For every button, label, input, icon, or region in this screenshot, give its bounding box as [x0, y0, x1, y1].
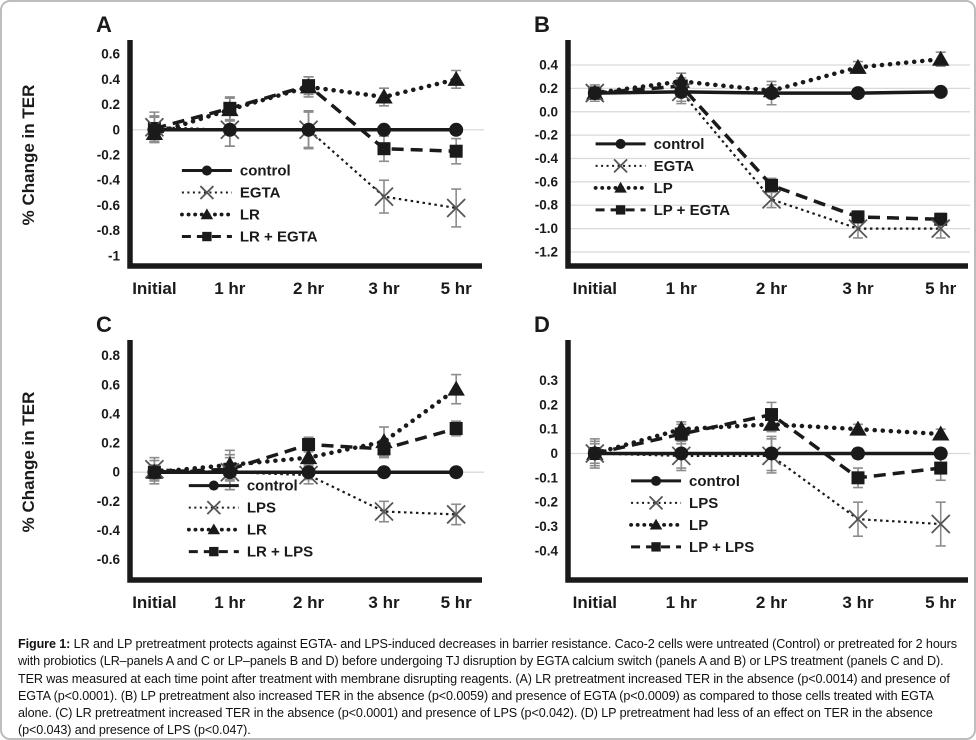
svg-text:-0.3: -0.3 — [535, 519, 559, 534]
svg-text:LP + LPS: LP + LPS — [689, 539, 754, 556]
svg-text:D: D — [534, 312, 550, 337]
svg-text:LP: LP — [654, 180, 673, 197]
svg-text:C: C — [96, 312, 112, 337]
svg-text:1 hr: 1 hr — [666, 279, 698, 298]
svg-text:LPS: LPS — [247, 500, 276, 517]
svg-text:3 hr: 3 hr — [842, 593, 874, 612]
panel-d-chart: D% Change in TER0.30.20.10-0.1-0.2-0.3-0… — [534, 312, 970, 612]
svg-text:control: control — [247, 478, 298, 495]
svg-text:-0.6: -0.6 — [535, 174, 559, 189]
svg-text:0.4: 0.4 — [539, 58, 558, 73]
svg-text:control: control — [689, 473, 740, 490]
svg-text:-0.2: -0.2 — [535, 495, 558, 510]
svg-text:EGTA: EGTA — [654, 158, 695, 175]
svg-text:3 hr: 3 hr — [368, 279, 400, 298]
svg-text:-0.4: -0.4 — [97, 173, 121, 188]
svg-text:-0.8: -0.8 — [97, 223, 121, 238]
svg-text:5 hr: 5 hr — [441, 279, 473, 298]
svg-text:-0.2: -0.2 — [97, 494, 120, 509]
svg-text:-0.1: -0.1 — [535, 470, 559, 485]
svg-text:0.6: 0.6 — [101, 47, 120, 62]
svg-text:0.8: 0.8 — [101, 348, 120, 363]
svg-text:LR + EGTA: LR + EGTA — [240, 229, 318, 246]
svg-text:LP: LP — [689, 517, 708, 534]
charts-grid: A % Change in TER 0.6 0.4 0.2 0 -0.2 -0.4 -0.6 -0… — [2, 2, 974, 632]
svg-text:0.2: 0.2 — [101, 97, 120, 112]
svg-text:0.6: 0.6 — [101, 377, 120, 392]
svg-text:Initial: Initial — [132, 279, 176, 298]
svg-text:% Change in TER: % Change in TER — [19, 392, 38, 533]
svg-text:1 hr: 1 hr — [666, 593, 698, 612]
svg-text:Initial: Initial — [132, 593, 176, 612]
svg-text:0.2: 0.2 — [539, 81, 558, 96]
svg-text:control: control — [240, 163, 291, 180]
svg-text:0: 0 — [112, 122, 120, 137]
svg-text:-0.2: -0.2 — [97, 148, 120, 163]
svg-text:EGTA: EGTA — [240, 185, 281, 202]
svg-text:0.3: 0.3 — [539, 373, 558, 388]
svg-text:0: 0 — [112, 465, 120, 480]
panel-a-chart: A % Change in TER 0.6 0.4 0.2 0 -0.2 -0.4 -0.6 -0… — [19, 12, 484, 298]
svg-text:-0.6: -0.6 — [97, 552, 121, 567]
svg-text:5 hr: 5 hr — [441, 593, 473, 612]
svg-text:-1.0: -1.0 — [535, 221, 558, 236]
svg-text:% Change in TER: % Change in TER — [19, 85, 38, 226]
panel-b-chart: B% Change in TER0.40.20.0-0.2-0.4-0.6-0.… — [534, 12, 970, 298]
svg-text:2 hr: 2 hr — [293, 593, 325, 612]
svg-text:Initial: Initial — [573, 279, 617, 298]
svg-text:-0.4: -0.4 — [97, 523, 121, 538]
svg-text:B: B — [534, 12, 550, 37]
svg-text:-1.2: -1.2 — [535, 244, 558, 259]
figure-caption: Figure 1: LR and LP pretreatment protect… — [2, 634, 974, 738]
caption-text: LR and LP pretreatment protects against … — [18, 637, 957, 738]
svg-text:-0.8: -0.8 — [535, 198, 559, 213]
svg-text:2 hr: 2 hr — [293, 279, 325, 298]
svg-text:control: control — [654, 136, 705, 153]
svg-text:LP + EGTA: LP + EGTA — [654, 202, 731, 219]
svg-text:LPS: LPS — [689, 495, 718, 512]
svg-text:-0.4: -0.4 — [535, 543, 559, 558]
svg-text:-0.6: -0.6 — [97, 198, 121, 213]
svg-text:5 hr: 5 hr — [925, 279, 957, 298]
svg-text:0.2: 0.2 — [101, 436, 120, 451]
svg-text:1 hr: 1 hr — [214, 279, 246, 298]
svg-text:3 hr: 3 hr — [842, 279, 874, 298]
svg-text:-0.4: -0.4 — [535, 151, 559, 166]
svg-text:LR: LR — [240, 207, 260, 224]
svg-text:LR + LPS: LR + LPS — [247, 544, 313, 561]
caption-label: Figure 1: — [18, 637, 71, 651]
svg-text:0.1: 0.1 — [539, 422, 558, 437]
svg-text:3 hr: 3 hr — [368, 593, 400, 612]
svg-text:2 hr: 2 hr — [756, 593, 788, 612]
svg-text:2 hr: 2 hr — [756, 279, 788, 298]
svg-text:A: A — [96, 12, 112, 37]
svg-text:5 hr: 5 hr — [925, 593, 957, 612]
panel-c-chart: C % Change in TER 0.8 0.6 0.4 0.2 0 -0.2 -0.4 -0.… — [19, 312, 484, 612]
svg-text:-0.2: -0.2 — [535, 128, 558, 143]
svg-text:-1: -1 — [108, 248, 120, 263]
svg-text:1 hr: 1 hr — [214, 593, 246, 612]
svg-text:0: 0 — [550, 446, 558, 461]
svg-text:LR: LR — [247, 522, 267, 539]
svg-text:0.4: 0.4 — [101, 406, 120, 421]
svg-text:0.2: 0.2 — [539, 397, 558, 412]
svg-text:Initial: Initial — [573, 593, 617, 612]
svg-text:0.0: 0.0 — [539, 104, 558, 119]
svg-text:0.4: 0.4 — [101, 72, 120, 87]
